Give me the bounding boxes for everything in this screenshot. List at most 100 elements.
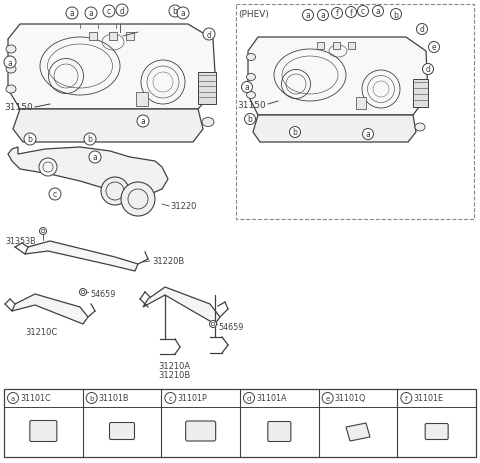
Circle shape xyxy=(391,9,401,20)
Text: 31353B: 31353B xyxy=(5,237,36,246)
Text: a: a xyxy=(306,12,311,20)
Polygon shape xyxy=(8,25,216,110)
Circle shape xyxy=(4,57,16,69)
Bar xyxy=(136,93,148,107)
Circle shape xyxy=(84,134,96,146)
Text: c: c xyxy=(107,7,111,17)
Bar xyxy=(317,43,324,50)
Text: 54659: 54659 xyxy=(90,290,115,299)
Bar xyxy=(89,33,97,41)
Text: d: d xyxy=(206,31,211,39)
Ellipse shape xyxy=(6,46,16,54)
Text: a: a xyxy=(11,395,15,401)
Bar xyxy=(356,98,366,110)
Text: a: a xyxy=(180,9,185,19)
Text: e: e xyxy=(432,44,436,52)
Circle shape xyxy=(243,393,254,404)
Circle shape xyxy=(401,393,412,404)
Text: a: a xyxy=(93,153,97,162)
Polygon shape xyxy=(346,423,370,441)
Circle shape xyxy=(422,64,433,75)
Circle shape xyxy=(177,8,189,20)
Ellipse shape xyxy=(247,54,255,62)
Circle shape xyxy=(332,8,343,19)
Text: a: a xyxy=(70,9,74,19)
Text: 31101B: 31101B xyxy=(99,394,129,403)
Text: d: d xyxy=(420,25,424,34)
Circle shape xyxy=(137,116,149,128)
Text: (PHEV): (PHEV) xyxy=(238,9,269,19)
Text: b: b xyxy=(394,11,398,19)
Bar xyxy=(109,33,117,41)
Text: 31210C: 31210C xyxy=(25,328,57,337)
FancyBboxPatch shape xyxy=(109,423,134,439)
Text: c: c xyxy=(53,190,57,199)
Circle shape xyxy=(302,11,313,21)
Circle shape xyxy=(49,188,61,200)
Text: a: a xyxy=(321,12,325,20)
Bar xyxy=(333,43,340,50)
Text: f: f xyxy=(349,8,352,18)
Circle shape xyxy=(317,11,328,21)
Text: 31101P: 31101P xyxy=(177,394,207,403)
Text: f: f xyxy=(336,9,338,19)
Circle shape xyxy=(417,25,428,36)
Bar xyxy=(4,389,476,457)
FancyBboxPatch shape xyxy=(268,422,291,442)
Text: 31150: 31150 xyxy=(4,103,33,112)
Ellipse shape xyxy=(415,124,425,131)
Text: d: d xyxy=(120,6,124,15)
Circle shape xyxy=(346,7,357,19)
Text: d: d xyxy=(247,395,251,401)
Bar xyxy=(198,73,216,105)
Circle shape xyxy=(8,393,19,404)
Polygon shape xyxy=(253,116,416,143)
Circle shape xyxy=(244,114,255,125)
Text: 31101E: 31101E xyxy=(413,394,444,403)
Circle shape xyxy=(39,228,47,235)
Text: e: e xyxy=(325,395,330,401)
Text: d: d xyxy=(426,65,431,75)
Polygon shape xyxy=(143,288,220,324)
Ellipse shape xyxy=(247,92,255,99)
Text: 31210B: 31210B xyxy=(158,371,190,380)
Text: a: a xyxy=(245,83,250,92)
Text: a: a xyxy=(366,130,371,139)
Circle shape xyxy=(165,393,176,404)
Text: b: b xyxy=(173,7,178,17)
Text: 31101C: 31101C xyxy=(20,394,50,403)
Circle shape xyxy=(66,8,78,20)
Bar xyxy=(348,43,355,50)
Circle shape xyxy=(289,127,300,138)
Text: 31220: 31220 xyxy=(170,202,196,211)
Circle shape xyxy=(121,182,155,217)
Text: 31150: 31150 xyxy=(237,100,266,109)
Circle shape xyxy=(39,159,57,176)
Text: b: b xyxy=(89,395,94,401)
FancyBboxPatch shape xyxy=(186,421,216,441)
Text: b: b xyxy=(293,128,298,137)
Text: 31210A: 31210A xyxy=(158,362,190,371)
Text: b: b xyxy=(27,135,33,144)
Ellipse shape xyxy=(247,75,255,81)
Circle shape xyxy=(362,129,373,140)
Circle shape xyxy=(89,152,101,163)
Text: 31220B: 31220B xyxy=(152,257,184,266)
Polygon shape xyxy=(25,242,138,271)
Circle shape xyxy=(241,82,252,94)
Circle shape xyxy=(101,178,129,206)
Circle shape xyxy=(116,5,128,17)
FancyBboxPatch shape xyxy=(30,420,57,442)
Circle shape xyxy=(86,393,97,404)
Text: 31101Q: 31101Q xyxy=(335,394,366,403)
Text: 31101A: 31101A xyxy=(256,394,287,403)
Circle shape xyxy=(358,6,369,18)
Bar xyxy=(236,5,474,219)
Polygon shape xyxy=(13,110,203,143)
Bar xyxy=(413,80,428,108)
Text: b: b xyxy=(248,115,252,124)
Text: a: a xyxy=(376,7,380,17)
Polygon shape xyxy=(8,148,168,195)
Ellipse shape xyxy=(202,118,214,127)
Ellipse shape xyxy=(6,86,16,94)
